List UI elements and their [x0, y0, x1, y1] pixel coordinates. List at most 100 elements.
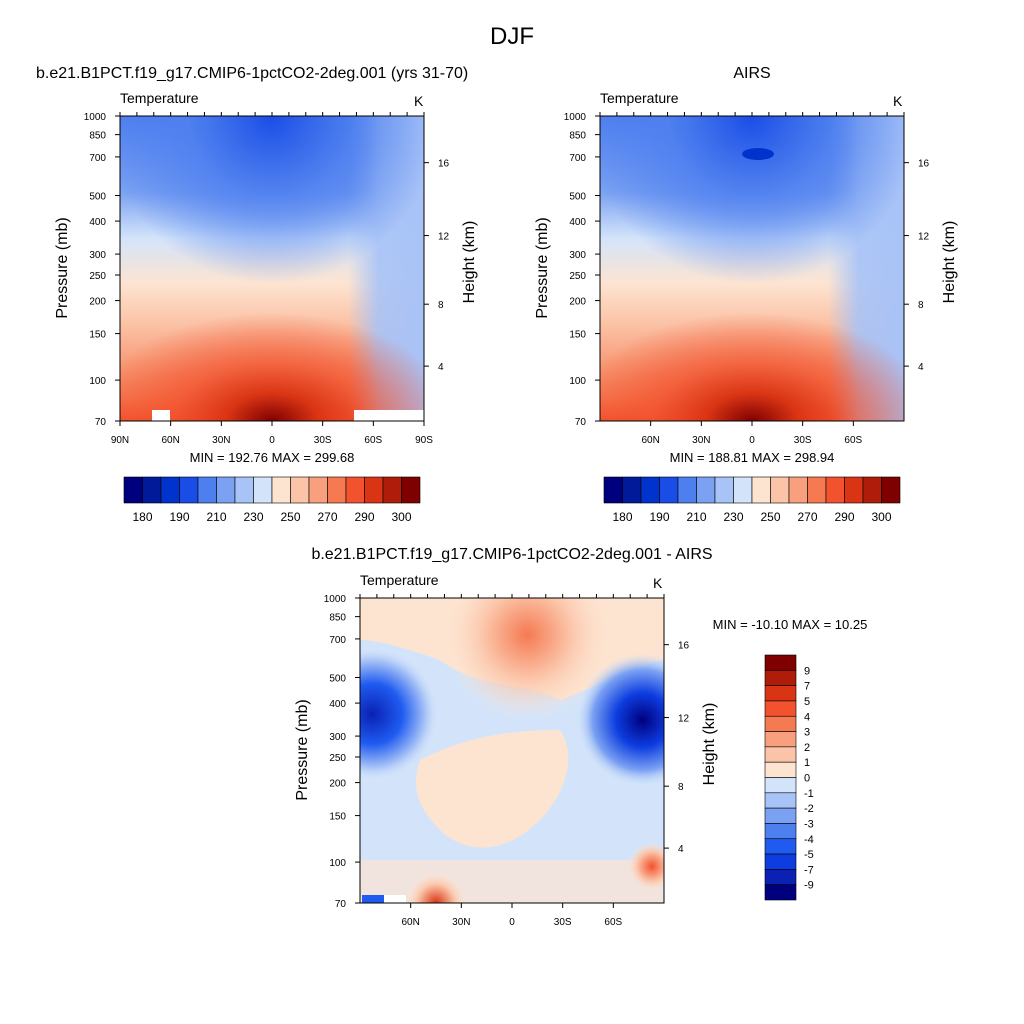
colorbar-box	[696, 476, 716, 504]
colorbar-box	[640, 476, 660, 504]
colorbar-label: -9	[804, 880, 814, 892]
y-tick-label: 150	[89, 330, 106, 341]
x-tick-label: 60S	[844, 435, 862, 446]
colorbar-box	[364, 476, 384, 504]
colorbar-label: 300	[871, 510, 891, 524]
colorbar-label: 270	[797, 510, 817, 524]
colorbar-box	[764, 715, 797, 732]
panel-diff-variable: Temperature	[360, 572, 439, 588]
colorbar-label: -4	[804, 834, 814, 846]
colorbar-box	[764, 685, 797, 702]
colorbar-box	[764, 792, 797, 809]
colorbar-label: 5	[804, 696, 810, 708]
colorbar-label: 250	[760, 510, 780, 524]
panel-airs-title: AIRS	[733, 65, 770, 82]
colorbar-box	[807, 476, 827, 504]
colorbar-box	[770, 476, 790, 504]
colorbar-label: -1	[804, 788, 814, 800]
colorbar-box	[764, 761, 797, 778]
y-tick-label: 850	[569, 131, 586, 142]
panel-diff-ylabel-right: Height (km)	[701, 703, 718, 786]
right-tick-label: 8	[918, 300, 924, 311]
y-tick-label: 700	[329, 635, 346, 646]
x-tick-label: 0	[269, 435, 275, 446]
panel-airs-ylabel: Pressure (mb)	[534, 217, 551, 318]
colorbar-box	[253, 476, 273, 504]
panel-model-minmax: MIN = 192.76 MAX = 299.68	[190, 450, 355, 465]
panel-model-axes: 70 100 150 200 250 300 400 500 700 850 1000 90N 60N 3…	[84, 112, 450, 446]
y-tick-label: 250	[569, 271, 586, 282]
colorbar-label: 3	[804, 727, 810, 739]
right-tick-label: 12	[678, 714, 690, 725]
colorbar-box	[714, 476, 734, 504]
panel-model: b.e21.B1PCT.f19_g17.CMIP6-1pctCO2-2deg.0…	[36, 65, 478, 524]
colorbar-box	[764, 746, 797, 763]
colorbar-label: 190	[649, 510, 669, 524]
colorbar-box	[401, 476, 421, 504]
panel-diff-colorbar: 9 7 5 4 3 2 1 0 -1 -2 -3 -4 -5 -7 -9	[764, 654, 814, 901]
colorbar-box	[123, 476, 143, 504]
right-tick-label: 4	[438, 362, 444, 373]
panel-diff-units: K	[653, 575, 663, 591]
colorbar-box	[733, 476, 753, 504]
colorbar-box	[764, 731, 797, 748]
panel-model-title: b.e21.B1PCT.f19_g17.CMIP6-1pctCO2-2deg.0…	[36, 65, 468, 82]
x-tick-label: 60S	[604, 917, 622, 928]
colorbar-box	[677, 476, 697, 504]
colorbar-box	[271, 476, 291, 504]
colorbar-label: -7	[804, 864, 814, 876]
y-tick-label: 150	[569, 330, 586, 341]
panel-model-ylabel-right: Height (km)	[461, 221, 478, 304]
y-tick-label: 1000	[564, 112, 587, 123]
y-tick-label: 250	[329, 753, 346, 764]
colorbar-box	[216, 476, 236, 504]
y-tick-label: 200	[329, 779, 346, 790]
panel-airs-variable: Temperature	[600, 90, 679, 106]
panel-model-units: K	[414, 93, 424, 109]
y-tick-label: 70	[335, 899, 347, 910]
right-tick-label: 4	[918, 362, 924, 373]
panel-airs-field	[600, 116, 904, 421]
right-tick-label: 12	[918, 232, 930, 243]
colorbar-label: -3	[804, 818, 814, 830]
colorbar-box	[764, 777, 797, 794]
colorbar-label: 290	[834, 510, 854, 524]
y-tick-label: 300	[329, 732, 346, 743]
colorbar-label: 190	[169, 510, 189, 524]
y-tick-label: 850	[89, 131, 106, 142]
colorbar-box	[345, 476, 365, 504]
colorbar-box	[881, 476, 901, 504]
right-tick-label: 16	[438, 159, 450, 170]
x-tick-label: 0	[749, 435, 755, 446]
colorbar-box	[764, 700, 797, 717]
y-tick-label: 500	[329, 673, 346, 684]
x-tick-label: 30S	[554, 917, 572, 928]
colorbar-box	[327, 476, 347, 504]
y-tick-label: 400	[329, 699, 346, 710]
colorbar-box	[179, 476, 199, 504]
colorbar-label: 2	[804, 742, 810, 754]
colorbar-label: 250	[280, 510, 300, 524]
figure-title: DJF	[490, 23, 534, 50]
panel-airs-colorbar: 180 190 210 230 250 270 290 300	[603, 476, 901, 524]
right-tick-label: 8	[438, 300, 444, 311]
colorbar-label: 290	[354, 510, 374, 524]
colorbar-box	[788, 476, 808, 504]
panel-model-colorbar: 180 190 210 230 250 270 290 300	[123, 476, 421, 524]
colorbar-box	[764, 884, 797, 901]
colorbar-box	[382, 476, 402, 504]
y-tick-label: 200	[89, 297, 106, 308]
colorbar-label: 0	[804, 773, 810, 785]
colorbar-label: 210	[206, 510, 226, 524]
panel-airs-ylabel-right: Height (km)	[941, 221, 958, 304]
y-tick-label: 100	[569, 376, 586, 387]
panel-airs: AIRS Temperature K 70 100 150 200 250 300 400 5…	[534, 65, 958, 524]
colorbar-box	[764, 654, 797, 671]
colorbar-box	[764, 838, 797, 855]
colorbar-box	[197, 476, 217, 504]
y-tick-label: 500	[89, 191, 106, 202]
y-tick-label: 150	[329, 812, 346, 823]
colorbar-box	[142, 476, 162, 504]
y-tick-label: 70	[95, 417, 107, 428]
